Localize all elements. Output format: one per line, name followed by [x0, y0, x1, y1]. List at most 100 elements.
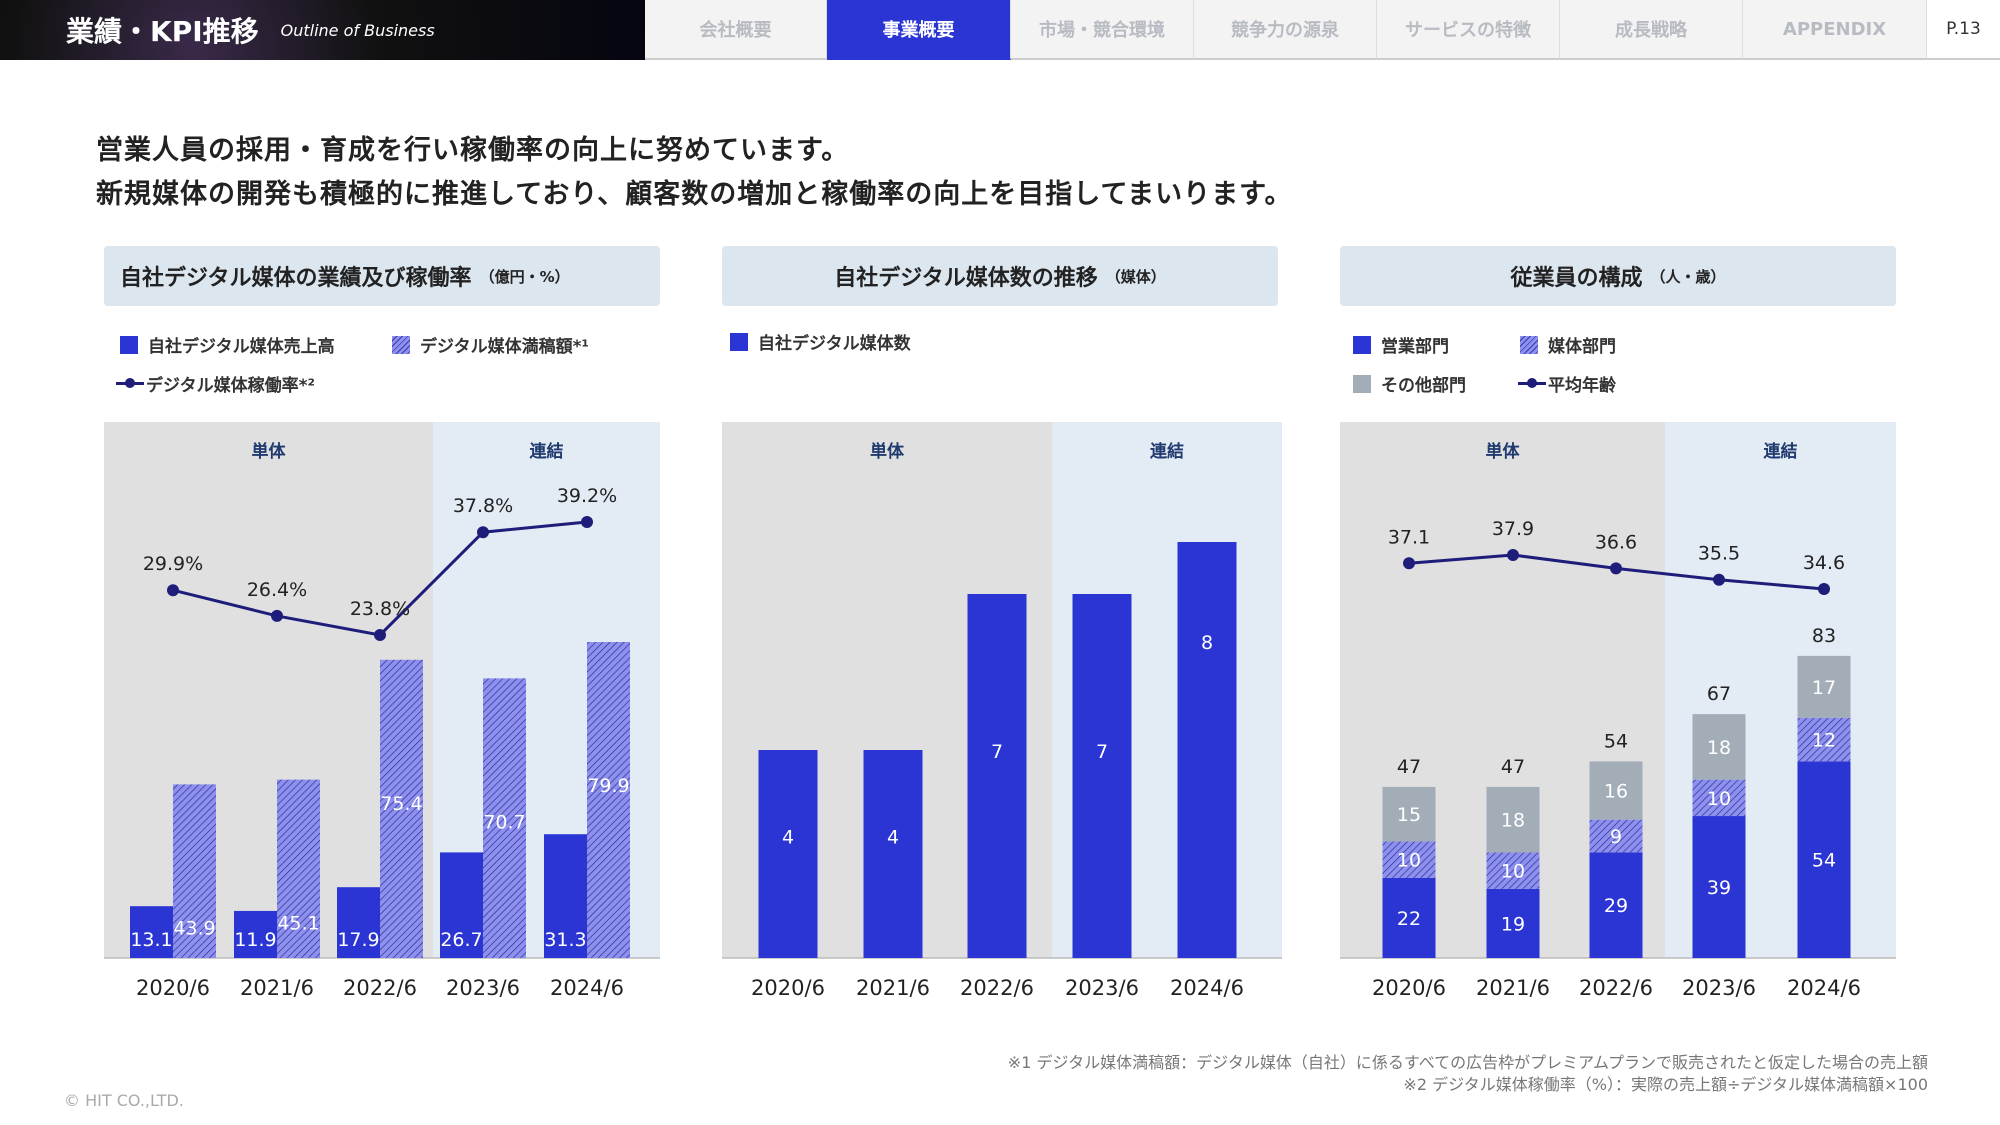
tab-growth[interactable]: 成長戦略	[1560, 0, 1743, 60]
x-tick-label: 2022/6	[343, 976, 417, 1000]
x-tick-label: 2024/6	[1170, 976, 1244, 1000]
panel-unit: （媒体）	[1105, 267, 1166, 286]
bar-other-dept	[1382, 786, 1436, 842]
line-point	[1403, 557, 1415, 570]
bar-sales	[234, 910, 277, 958]
bar-data-label: 75.4	[380, 793, 422, 815]
bar-data-label: 9	[1610, 826, 1622, 848]
legend-item: 平均年齢	[1518, 371, 1616, 396]
line-data-label: 29.9%	[143, 553, 203, 575]
tab-business[interactable]: 事業概要	[827, 0, 1011, 60]
standalone-region	[104, 422, 433, 958]
bar-media-dept	[1692, 779, 1746, 817]
bar-media-dept	[1797, 717, 1851, 762]
legend-label: その他部門	[1381, 376, 1466, 396]
legend-item: デジタル媒体稼働率*²	[116, 371, 315, 396]
bar-sales-dept	[1692, 816, 1746, 958]
x-tick-label: 2021/6	[856, 976, 930, 1000]
bar-data-label: 12	[1812, 730, 1836, 752]
line-data-label: 23.8%	[350, 598, 410, 620]
line-data-label: 36.6	[1595, 531, 1637, 553]
legend-line-icon	[116, 378, 144, 388]
legend-label: デジタル媒体稼働率*²	[146, 376, 315, 396]
line-point	[167, 584, 179, 597]
line-data-label: 26.4%	[247, 579, 307, 601]
bar-data-label: 8	[1201, 632, 1213, 654]
legend-label: デジタル媒体満稿額*¹	[420, 337, 589, 357]
legend-item: 媒体部門	[1520, 332, 1616, 357]
bar-data-label: 17.9	[337, 929, 379, 951]
tab-appendix[interactable]: APPENDIX	[1743, 0, 1927, 60]
bar-data-label: 7	[1096, 741, 1108, 763]
line-point	[374, 629, 386, 641]
legend-label: 自社デジタル媒体数	[758, 334, 911, 354]
tab-competitiveness[interactable]: 競争力の源泉	[1194, 0, 1377, 60]
region-label: 単体	[1486, 441, 1521, 462]
bar-data-label: 22	[1397, 908, 1421, 930]
x-tick-label: 2022/6	[1579, 976, 1653, 1000]
bar-data-label: 54	[1812, 850, 1836, 872]
bar-other-dept	[1486, 786, 1540, 853]
x-tick-label: 2020/6	[751, 976, 825, 1000]
bar-data-label: 4	[887, 827, 899, 849]
legend-item: 自社デジタル媒体売上高	[120, 332, 335, 357]
bar-data-label: 4	[782, 827, 794, 849]
x-tick-label: 2021/6	[1476, 976, 1550, 1000]
bar-data-label: 39	[1707, 877, 1731, 899]
bar-sales-dept	[1486, 888, 1540, 958]
line-point	[477, 526, 489, 539]
x-tick-label: 2022/6	[960, 976, 1034, 1000]
bar-data-label: 7	[991, 741, 1003, 763]
tab-market[interactable]: 市場・競合環境	[1011, 0, 1194, 60]
legend-line-icon	[1518, 378, 1546, 388]
legend-label: 自社デジタル媒体売上高	[148, 337, 335, 357]
legend-swatch	[392, 335, 410, 354]
bar-sales-dept	[1382, 877, 1436, 958]
bar-capacity	[173, 784, 216, 958]
legend-item: その他部門	[1353, 371, 1466, 396]
bar-media-dept	[1486, 852, 1540, 889]
bar-sales	[440, 852, 483, 958]
x-tick-label: 2024/6	[1787, 976, 1861, 1000]
region-label: 連結	[1764, 441, 1798, 462]
region-label: 単体	[252, 441, 287, 462]
legend-label: 平均年齢	[1548, 376, 1616, 396]
section-subtitle: Outline of Business	[280, 20, 435, 40]
page-number: P.13	[1927, 0, 2000, 60]
tab-company[interactable]: 会社概要	[645, 0, 827, 60]
line-data-label: 35.5	[1698, 543, 1740, 565]
panel-title-text: 自社デジタル媒体の業績及び稼働率	[120, 266, 472, 291]
line-point	[271, 609, 283, 622]
region-label: 連結	[530, 441, 564, 462]
footnote-2: ※2 デジタル媒体稼働率（%）：実際の売上額÷デジタル媒体満稿額×100	[1403, 1075, 1928, 1094]
legend-label: 営業部門	[1381, 337, 1449, 357]
legend-item: 営業部門	[1353, 332, 1449, 357]
line-point	[1610, 562, 1622, 575]
line-data-label: 37.9	[1492, 518, 1534, 540]
legend-swatch	[1353, 335, 1371, 354]
panel-title-employees: 従業員の構成 （人・歳）	[1340, 246, 1896, 306]
bar-data-label: 11.9	[234, 929, 276, 951]
line-point	[1818, 583, 1830, 595]
bar-other-dept	[1797, 655, 1851, 718]
bar-capacity	[380, 659, 423, 958]
bar-other-dept	[1692, 714, 1746, 780]
region-label: 単体	[870, 441, 905, 462]
line-data-label: 39.2%	[557, 485, 617, 507]
bar-data-label: 18	[1501, 810, 1525, 832]
bar-data-label: 13.1	[130, 929, 172, 951]
line-point	[581, 515, 593, 528]
headline-line-2: 新規媒体の開発も積極的に推進しており、顧客数の増加と稼働率の向上を目指してまいり…	[96, 179, 1293, 210]
panel-unit: （億円・%）	[479, 267, 570, 286]
bar-data-label: 70.7	[483, 811, 525, 833]
bar-media-count	[758, 750, 818, 958]
bar-sales	[337, 887, 380, 958]
bar-data-label: 45.1	[277, 913, 319, 935]
x-tick-label: 2020/6	[136, 976, 210, 1000]
footnote-1: ※1 デジタル媒体満稿額：デジタル媒体（自社）に係るすべての広告枠がプレミアムプ…	[1007, 1053, 1928, 1072]
bar-media-count	[863, 750, 923, 958]
panel-title-sales: 自社デジタル媒体の業績及び稼働率 （億円・%）	[104, 246, 660, 306]
bar-data-label: 16	[1604, 781, 1628, 803]
tab-service[interactable]: サービスの特徴	[1377, 0, 1560, 60]
